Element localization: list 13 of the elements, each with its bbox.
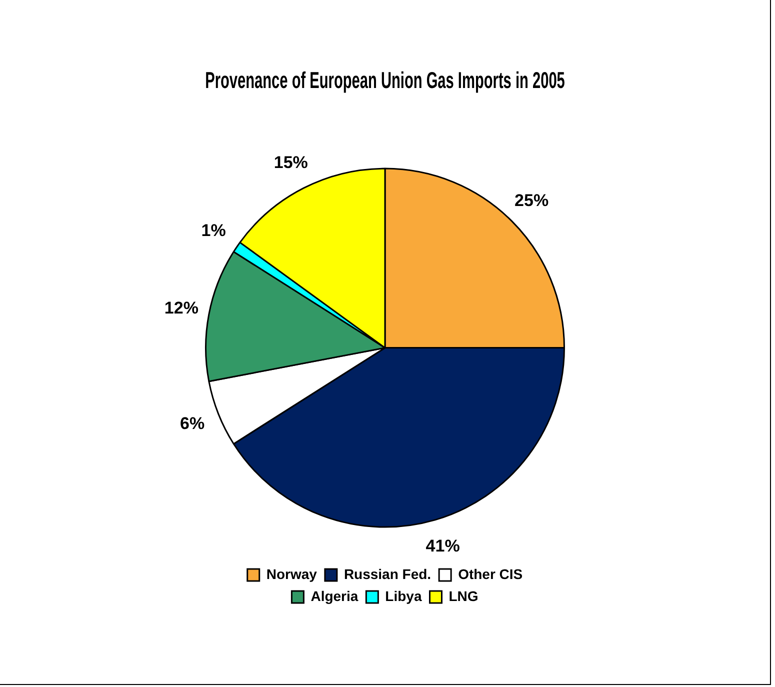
data-label: 12% <box>164 298 198 318</box>
legend-label: LNG <box>448 588 478 604</box>
data-label: 6% <box>180 414 205 433</box>
legend-label: Algeria <box>310 588 358 604</box>
legend-label: Norway <box>266 566 318 582</box>
data-label: 25% <box>514 190 549 210</box>
chart-title: Provenance of European Union Gas Imports in 2005 <box>205 69 566 94</box>
data-label: 15% <box>274 152 308 172</box>
legend-label: Other CIS <box>458 566 523 582</box>
legend-label: Libya <box>385 588 422 604</box>
legend-label: Russian Fed. <box>344 566 432 582</box>
data-label: 41% <box>426 536 460 556</box>
data-label: 1% <box>201 220 226 240</box>
